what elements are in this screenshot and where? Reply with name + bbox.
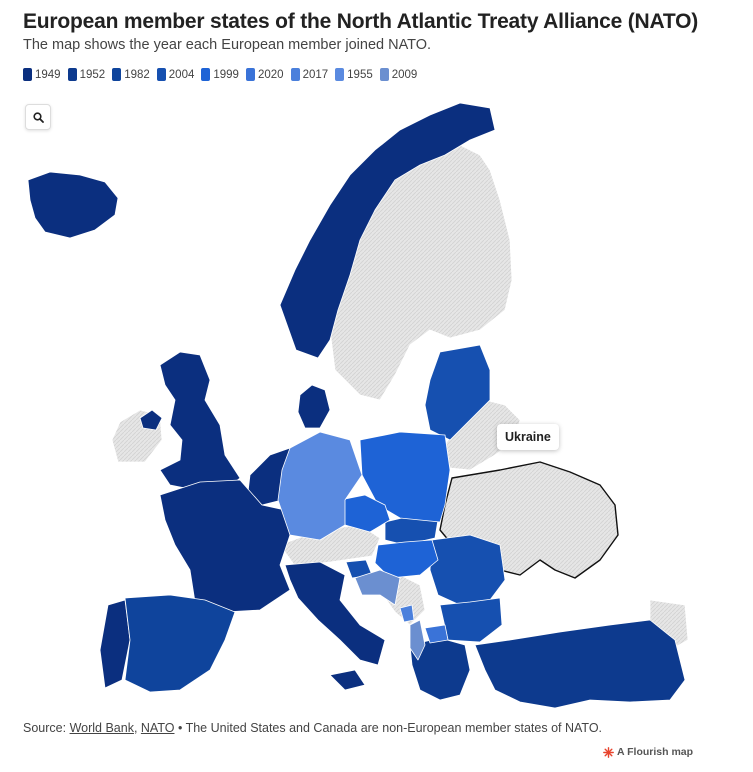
legend-item-1999[interactable]: 1999	[201, 68, 239, 81]
legend-item-2017[interactable]: 2017	[290, 68, 329, 81]
country-sicily[interactable]	[329, 669, 366, 691]
country-north-macedonia[interactable]	[424, 624, 449, 644]
country-uk[interactable]	[159, 351, 241, 491]
legend-label: 1952	[79, 68, 106, 81]
legend-label: 1949	[35, 68, 61, 81]
legend-item-1949[interactable]: 1949	[23, 68, 61, 81]
legend-label: 1955	[347, 68, 373, 81]
map-search-button[interactable]	[25, 104, 51, 130]
credit-label: A Flourish map	[617, 746, 694, 758]
flourish-logo-icon	[603, 746, 614, 758]
europe-map[interactable]	[0, 90, 753, 710]
country-croatia[interactable]	[354, 569, 401, 606]
legend-label: 1999	[213, 68, 239, 81]
legend-swatch	[245, 68, 255, 81]
source-link-nato[interactable]: NATO	[140, 721, 175, 735]
country-italy[interactable]	[284, 561, 386, 666]
source-separator: ,	[133, 721, 141, 735]
legend-item-2004[interactable]: 2004	[156, 68, 195, 81]
country-turkey[interactable]	[474, 619, 686, 709]
legend: 1949 1952 1982 2004 1999 2020 2017 1955 …	[23, 68, 417, 81]
source-link-world-bank[interactable]: World Bank	[69, 721, 134, 735]
legend-label: 2020	[257, 68, 284, 81]
legend-swatch	[290, 68, 300, 81]
legend-item-1952[interactable]: 1952	[67, 68, 106, 81]
country-norway[interactable]	[279, 102, 496, 359]
map-tooltip: Ukraine	[497, 424, 559, 450]
country-bulgaria[interactable]	[439, 597, 503, 643]
country-montenegro[interactable]	[399, 604, 415, 623]
legend-swatch	[112, 68, 122, 81]
flourish-credit[interactable]: A Flourish map	[603, 746, 693, 758]
legend-label: 2017	[302, 68, 329, 81]
legend-swatch	[67, 68, 77, 81]
legend-swatch	[23, 68, 32, 81]
page-title: European member states of the North Atla…	[23, 10, 699, 33]
country-germany[interactable]	[277, 431, 363, 541]
country-hungary[interactable]	[374, 539, 439, 579]
source-footer: Source: World Bank, NATO • The United St…	[23, 721, 602, 735]
country-baltics[interactable]	[424, 344, 491, 441]
legend-swatch	[335, 68, 345, 81]
legend-item-2009[interactable]: 2009	[379, 68, 418, 81]
country-denmark[interactable]	[297, 384, 331, 429]
legend-item-1982[interactable]: 1982	[112, 68, 150, 81]
country-albania[interactable]	[409, 619, 426, 661]
search-icon	[32, 111, 44, 123]
country-poland[interactable]	[359, 431, 451, 523]
legend-item-2020[interactable]: 2020	[245, 68, 284, 81]
legend-swatch	[201, 68, 211, 81]
country-romania[interactable]	[429, 534, 506, 606]
source-note: • The United States and Canada are non-E…	[174, 721, 603, 735]
legend-label: 2009	[391, 68, 418, 81]
legend-label: 1982	[124, 68, 150, 81]
country-france[interactable]	[159, 479, 291, 613]
legend-swatch	[156, 68, 166, 81]
source-prefix: Source:	[23, 721, 70, 735]
legend-item-1955[interactable]: 1955	[335, 68, 373, 81]
country-spain[interactable]	[124, 594, 236, 693]
page-subtitle: The map shows the year each European mem…	[23, 37, 432, 53]
legend-swatch	[379, 68, 389, 81]
legend-label: 2004	[168, 68, 195, 81]
country-iceland[interactable]	[27, 171, 119, 239]
country-northern-ireland[interactable]	[139, 409, 163, 431]
